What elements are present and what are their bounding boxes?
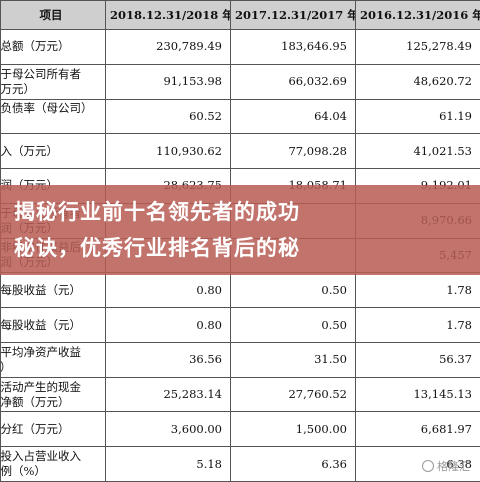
row-label-line: 金分红（万元） — [1, 422, 98, 437]
table-cell-value: 6.36 — [231, 447, 356, 482]
table-row: 营活动产生的现金量净额（万元）25,283.1427,760.5213,145.… — [1, 377, 480, 412]
row-label-line: 发投入占营业收入 — [1, 449, 98, 464]
table-cell-value: 5.18 — [106, 447, 231, 482]
table-cell-value: 60.52 — [106, 99, 231, 134]
row-label: 产负债率（母公司）） — [1, 99, 106, 134]
row-label: 释每股收益（元） — [1, 308, 106, 343]
table-cell-value: 1.78 — [356, 308, 480, 343]
table-cell-value: 61.19 — [356, 99, 480, 134]
row-label-line: 收入（万元） — [1, 144, 98, 159]
watermark-text: 格隆汇 — [437, 458, 470, 474]
row-label: 收入（万元） — [1, 134, 106, 169]
row-label: 金分红（万元） — [1, 412, 106, 447]
row-label-line: 比例（%） — [1, 464, 98, 479]
table-cell-value: 77,098.28 — [231, 134, 356, 169]
table-cell-value: 230,789.49 — [106, 30, 231, 65]
row-label-line: 权平均净资产收益 — [1, 345, 98, 360]
table-cell-value: 125,278.49 — [356, 30, 480, 65]
table-cell-value: 1,500.00 — [231, 412, 356, 447]
row-label: 发投入占营业收入比例（%） — [1, 447, 106, 482]
table-cell-value: 0.50 — [231, 308, 356, 343]
table-cell-value: 3,600.00 — [106, 412, 231, 447]
table-row: 发投入占营业收入比例（%）5.186.366.38 — [1, 447, 480, 482]
column-header-2016: 2016.12.31/2016 年度 — [356, 1, 480, 30]
row-label-line: ） — [1, 116, 98, 131]
row-label-line: （万元） — [1, 82, 98, 97]
table-cell-value: 25,283.14 — [106, 377, 231, 412]
row-label-line: 释每股收益（元） — [1, 318, 98, 333]
row-label-line: %） — [1, 360, 98, 375]
table-row: 本每股收益（元） 0.800.501.78 — [1, 273, 480, 308]
column-header-2017: 2017.12.31/2017 年度 — [231, 1, 356, 30]
row-label-line: 本每股收益（元） — [1, 283, 98, 298]
row-label-line: 产总额（万元） — [1, 39, 98, 54]
table-cell-value: 56.37 — [356, 342, 480, 377]
row-label-line: 营活动产生的现金 — [1, 380, 98, 395]
table-row: 金分红（万元） 3,600.001,500.006,681.97 — [1, 412, 480, 447]
table-cell-value: 110,930.62 — [106, 134, 231, 169]
table-cell-value: 91,153.98 — [106, 64, 231, 99]
gelonghui-logo-icon — [422, 460, 434, 472]
table-cell-value: 27,760.52 — [231, 377, 356, 412]
table-cell-value: 13,145.13 — [356, 377, 480, 412]
table-cell-value: 6,681.97 — [356, 412, 480, 447]
table-cell-value: 0.80 — [106, 273, 231, 308]
table-cell-value: 1.78 — [356, 273, 480, 308]
table-header-row: 项目 2018.12.31/2018 年度 2017.12.31/2017 年度… — [1, 1, 480, 30]
headline-line-2: 秘诀，优秀行业排名背后的秘 — [14, 230, 480, 266]
headline-banner[interactable]: 揭秘行业前十名领先者的成功 秘诀，优秀行业排名背后的秘 — [0, 185, 480, 275]
column-header-item: 项目 — [1, 1, 106, 30]
row-label-line: 量净额（万元） — [1, 395, 98, 410]
row-label: 属于母公司所有者（万元） — [1, 64, 106, 99]
row-label: 权平均净资产收益%） — [1, 342, 106, 377]
table-cell-value: 0.50 — [231, 273, 356, 308]
table-row: 释每股收益（元） 0.800.501.78 — [1, 308, 480, 343]
table-cell-value: 183,646.95 — [231, 30, 356, 65]
table-cell-value: 36.56 — [106, 342, 231, 377]
column-header-2018: 2018.12.31/2018 年度 — [106, 1, 231, 30]
headline-line-1: 揭秘行业前十名领先者的成功 — [14, 194, 480, 230]
row-label: 营活动产生的现金量净额（万元） — [1, 377, 106, 412]
table-cell-value: 41,021.53 — [356, 134, 480, 169]
row-label-line: 产负债率（母公司） — [1, 101, 98, 116]
table-cell-value: 31.50 — [231, 342, 356, 377]
table-cell-value: 66,032.69 — [231, 64, 356, 99]
row-label: 本每股收益（元） — [1, 273, 106, 308]
row-label-line: 属于母公司所有者 — [1, 67, 98, 82]
table-cell-value: 0.80 — [106, 308, 231, 343]
table-cell-value: 64.04 — [231, 99, 356, 134]
row-label: 产总额（万元） — [1, 30, 106, 65]
table-cell-value: 48,620.72 — [356, 64, 480, 99]
watermark: 格隆汇 — [422, 458, 470, 474]
